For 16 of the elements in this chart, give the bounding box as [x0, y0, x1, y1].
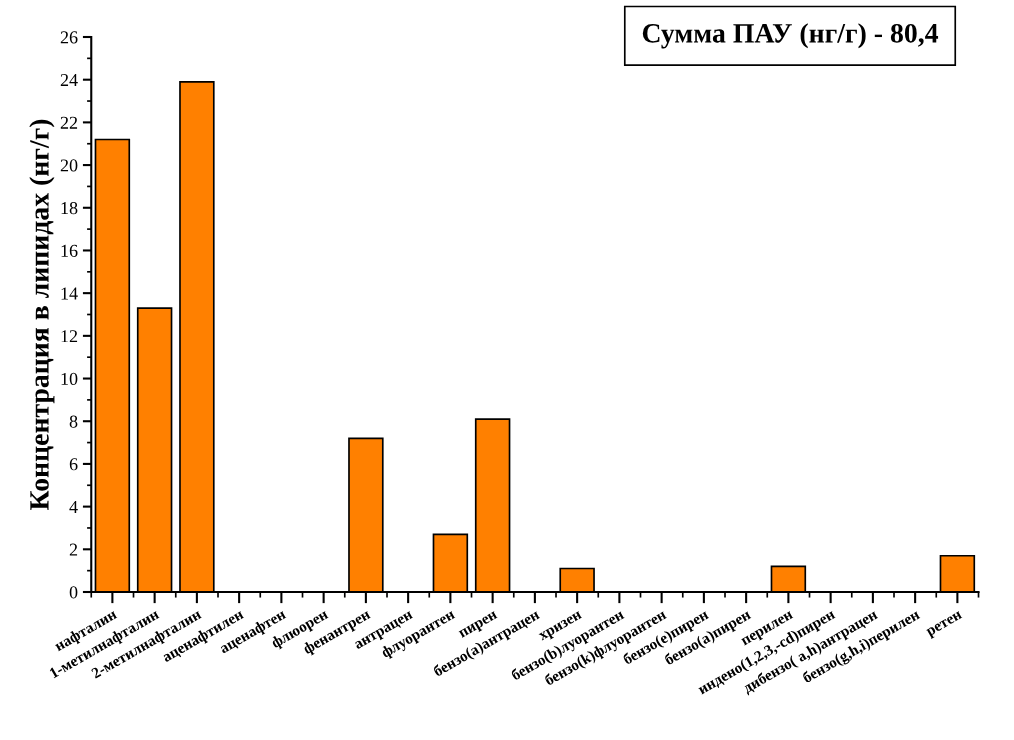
y-tick-label: 26	[60, 31, 78, 44]
y-tick-label: 16	[61, 244, 78, 257]
chart-title: Сумма ПАУ (нг/г) - 80,4	[642, 23, 939, 49]
y-tick-label: 10	[61, 372, 78, 385]
y-tick-label: 6	[69, 458, 78, 471]
y-tick-label: 18	[61, 202, 78, 215]
y-tick-label: 22	[60, 116, 78, 129]
y-tick-label: 4	[69, 500, 78, 513]
y-tick-label: 12	[61, 330, 78, 343]
y-tick-label: 2	[69, 543, 78, 556]
y-tick-label: 20	[60, 159, 78, 172]
y-tick-label: 0	[69, 586, 78, 599]
y-tick-label: 24	[60, 74, 78, 86]
y-tick-label: 14	[61, 287, 78, 300]
y-tick-label: 8	[69, 415, 78, 428]
y-axis-title: Концентрация в липидах (нг/г)	[29, 119, 55, 511]
